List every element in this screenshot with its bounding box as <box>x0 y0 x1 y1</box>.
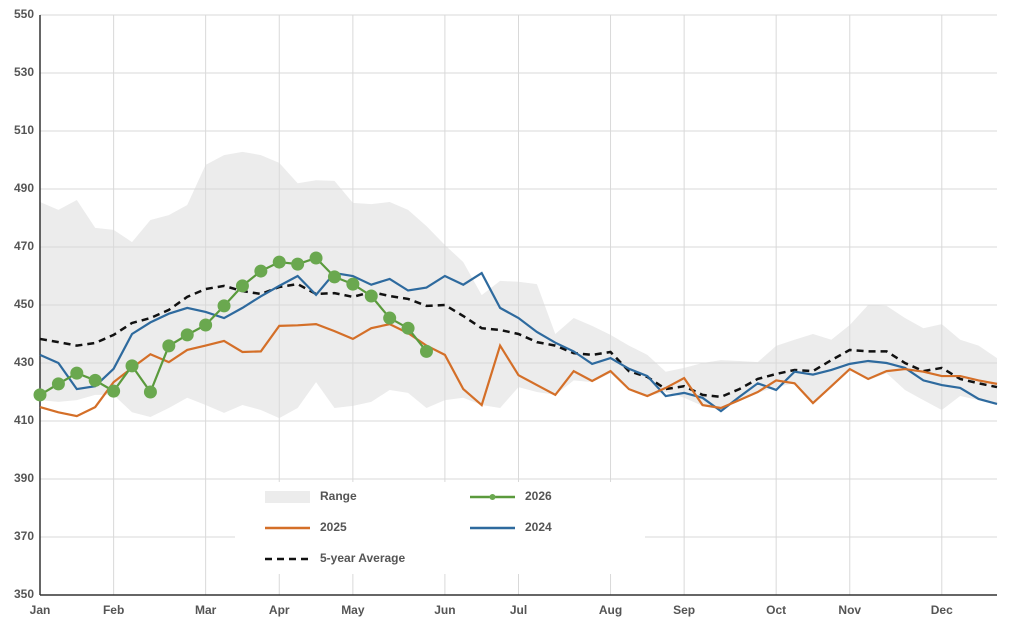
series-marker <box>199 318 213 332</box>
series-marker <box>401 321 415 335</box>
y-tick-label: 470 <box>14 239 34 253</box>
series-marker <box>162 339 176 353</box>
series-marker <box>125 359 139 373</box>
y-tick-label: 350 <box>14 587 34 601</box>
x-tick-label: Jun <box>434 603 455 617</box>
y-tick-label: 550 <box>14 7 34 21</box>
series-marker <box>143 385 157 399</box>
legend-label: 2024 <box>525 520 552 534</box>
x-tick-label: Jan <box>30 603 51 617</box>
series-marker <box>419 344 433 358</box>
series-marker <box>217 299 231 313</box>
series-marker <box>364 289 378 303</box>
x-tick-label: Jul <box>510 603 527 617</box>
legend-swatch <box>265 491 310 503</box>
series-marker <box>346 277 360 291</box>
series-marker <box>51 377 65 391</box>
x-tick-label: Mar <box>195 603 217 617</box>
y-tick-label: 390 <box>14 471 34 485</box>
y-tick-label: 370 <box>14 529 34 543</box>
series-line <box>39 282 998 399</box>
series-line <box>39 256 428 396</box>
series-marker <box>327 270 341 284</box>
series-marker <box>107 384 121 398</box>
series-marker <box>235 279 249 293</box>
x-tick-label: Sep <box>673 603 695 617</box>
series-marker <box>291 257 305 271</box>
legend-label: 2026 <box>525 489 552 503</box>
series-line <box>39 271 998 413</box>
series-marker <box>309 251 323 265</box>
x-tick-label: May <box>341 603 365 617</box>
series-marker <box>180 328 194 342</box>
y-tick-label: 430 <box>14 355 34 369</box>
y-tick-label: 410 <box>14 413 34 427</box>
series-marker <box>272 255 286 269</box>
legend-label: 5-year Average <box>320 551 405 565</box>
x-tick-label: Nov <box>838 603 861 617</box>
x-tick-label: Dec <box>931 603 953 617</box>
x-tick-label: Oct <box>766 603 786 617</box>
series-marker <box>70 366 84 380</box>
y-tick-label: 450 <box>14 297 34 311</box>
series-line <box>39 322 998 418</box>
legend-marker <box>489 494 496 500</box>
y-tick-label: 490 <box>14 181 34 195</box>
y-tick-label: 510 <box>14 123 34 137</box>
series-marker <box>88 373 102 387</box>
series-marker <box>383 311 397 325</box>
series-marker <box>33 388 47 402</box>
x-tick-label: Aug <box>599 603 622 617</box>
y-tick-label: 530 <box>14 65 34 79</box>
x-tick-label: Apr <box>269 603 290 617</box>
x-tick-label: Feb <box>103 603 124 617</box>
legend-label: Range <box>320 489 357 503</box>
legend-label: 2025 <box>320 520 347 534</box>
series-marker <box>254 264 268 278</box>
